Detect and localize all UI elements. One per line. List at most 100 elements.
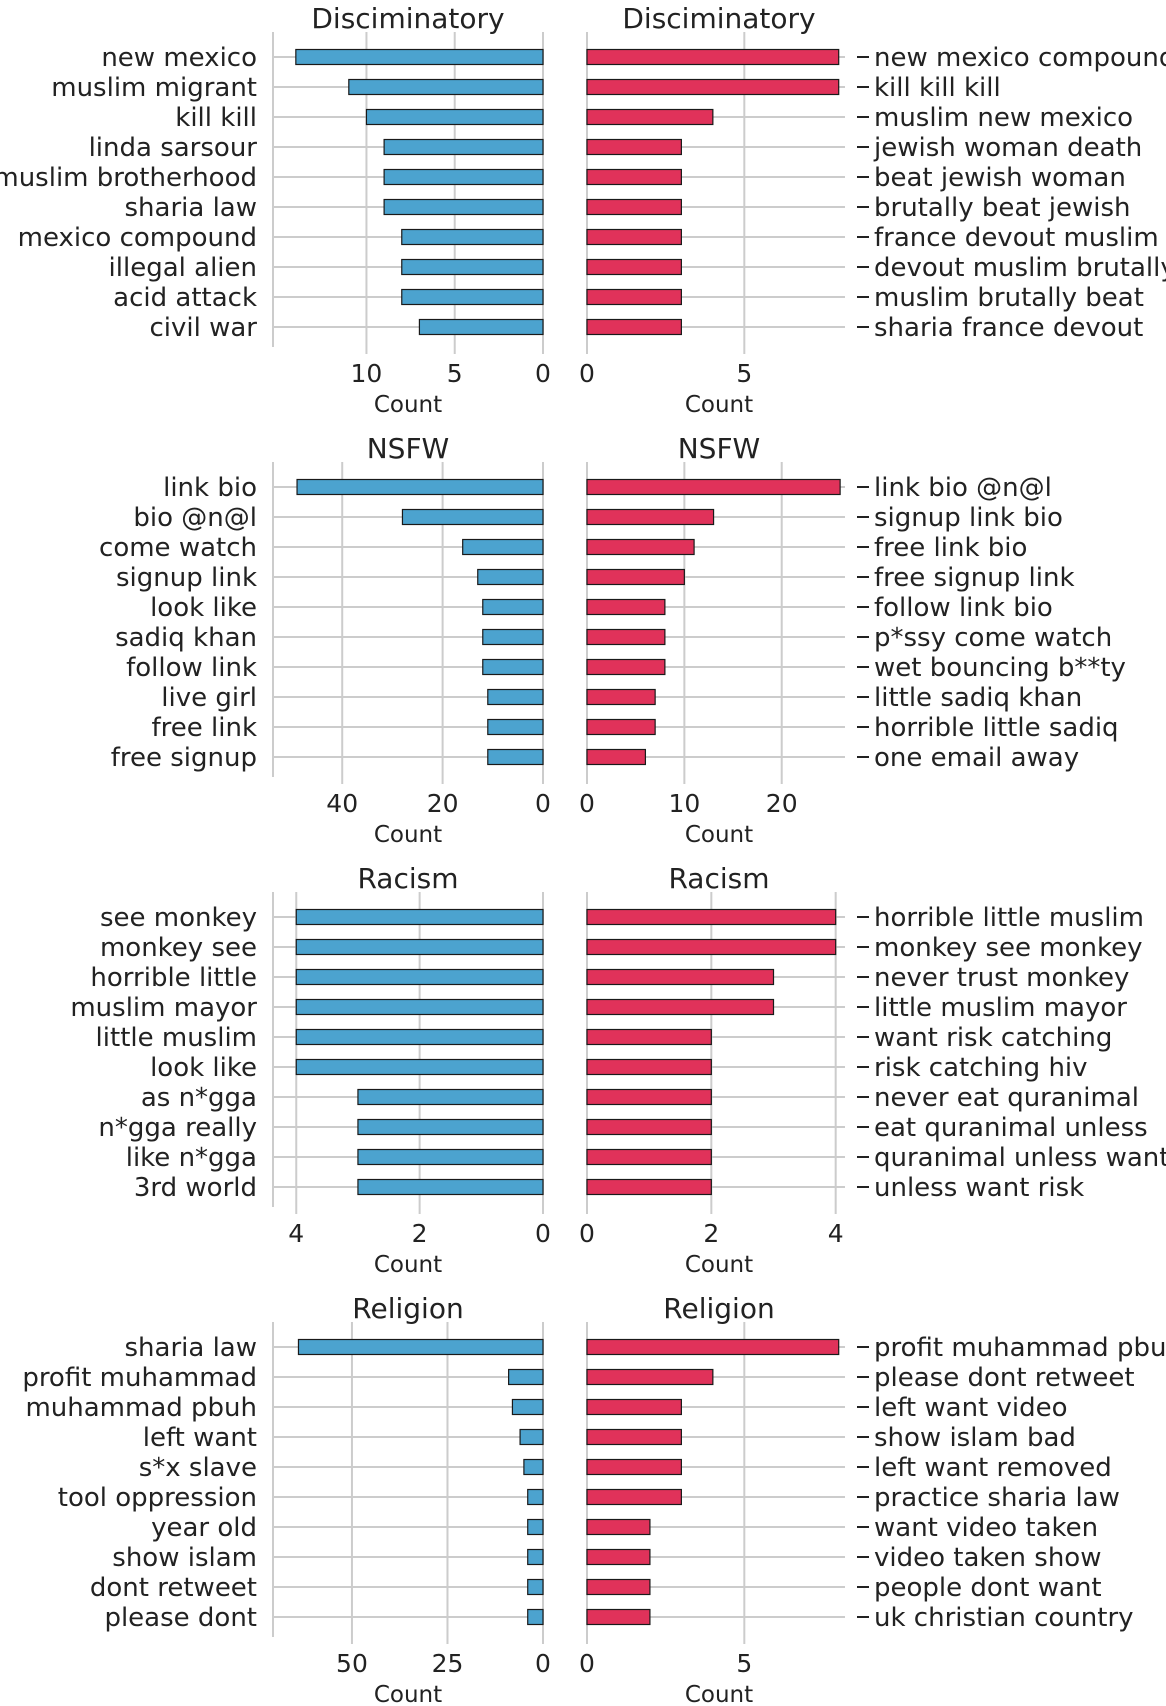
- bar: [586, 1148, 712, 1166]
- y-tick-label: linda sarsour: [89, 133, 258, 163]
- x-axis-label: Count: [685, 1682, 753, 1706]
- bar: [586, 508, 715, 526]
- y-tick-label: kill kill kill: [874, 73, 1001, 103]
- x-tick-label: 0: [535, 1219, 551, 1248]
- bar: [586, 168, 682, 186]
- y-tick-label: muslim brutally beat: [874, 283, 1144, 313]
- bar: [586, 478, 841, 496]
- y-tick-label: uk christian country: [874, 1603, 1134, 1633]
- bar: [586, 1578, 651, 1596]
- y-tick-label: sharia france devout: [874, 313, 1143, 343]
- y-tick-label: horrible little muslim: [874, 903, 1144, 933]
- bar: [383, 198, 544, 216]
- y-tick-label: acid attack: [113, 283, 257, 313]
- y-tick-label: left want removed: [874, 1453, 1112, 1483]
- y-tick-label: 3rd world: [134, 1173, 257, 1203]
- y-tick-label: muslim brotherhood: [0, 163, 257, 193]
- y-tick-label: little muslim: [96, 1023, 257, 1053]
- bar: [487, 688, 544, 706]
- bar: [586, 1058, 712, 1076]
- x-axis-label: Count: [685, 392, 753, 418]
- y-tick-label: unless want risk: [874, 1173, 1084, 1203]
- bar: [295, 938, 544, 956]
- bar: [527, 1518, 544, 1536]
- y-tick-label: mexico compound: [18, 223, 257, 253]
- bar: [297, 1338, 544, 1356]
- bar: [401, 228, 544, 246]
- bar: [523, 1458, 544, 1476]
- bar: [586, 318, 682, 336]
- x-tick-label: 4: [288, 1219, 304, 1248]
- y-tick-label: muhammad pbuh: [25, 1393, 257, 1423]
- bar: [586, 688, 656, 706]
- y-tick-label: eat quranimal unless: [874, 1113, 1148, 1143]
- y-tick-label: practice sharia law: [874, 1483, 1120, 1513]
- bar: [586, 598, 666, 616]
- bar: [487, 748, 544, 766]
- y-tick-label: horrible little: [90, 963, 257, 993]
- y-tick-label: n*gga really: [98, 1113, 257, 1143]
- y-tick-label: as n*gga: [141, 1083, 257, 1113]
- y-tick-label: s*x slave: [139, 1453, 257, 1483]
- y-tick-label: muslim migrant: [51, 73, 257, 103]
- bar: [586, 1488, 682, 1506]
- bar: [586, 228, 682, 246]
- bar: [586, 138, 682, 156]
- y-tick-label: tool oppression: [58, 1483, 257, 1513]
- x-tick-label: 50: [336, 1649, 368, 1678]
- bar: [295, 908, 544, 926]
- bar: [586, 1548, 651, 1566]
- y-tick-label: beat jewish woman: [874, 163, 1126, 193]
- y-tick-label: never trust monkey: [874, 963, 1129, 993]
- x-tick-label: 10: [668, 789, 700, 818]
- y-tick-label: civil war: [149, 313, 257, 343]
- bar: [586, 198, 682, 216]
- x-tick-label: 40: [326, 789, 358, 818]
- bar: [586, 1338, 840, 1356]
- y-tick-label: please dont: [104, 1603, 257, 1633]
- x-tick-label: 20: [427, 789, 459, 818]
- y-tick-label: devout muslim brutally: [874, 253, 1166, 283]
- x-axis-label: Count: [374, 1252, 442, 1278]
- bar: [586, 1398, 682, 1416]
- y-tick-label: video taken show: [874, 1543, 1101, 1573]
- y-tick-label: look like: [150, 593, 257, 623]
- chart-title: Religion: [663, 1292, 774, 1325]
- bar: [357, 1088, 544, 1106]
- bar: [295, 48, 544, 66]
- bar: [357, 1118, 544, 1136]
- bar: [527, 1578, 544, 1596]
- y-tick-label: follow link bio: [874, 593, 1053, 623]
- y-tick-label: see monkey: [100, 903, 257, 933]
- bar: [586, 258, 682, 276]
- x-tick-label: 5: [447, 359, 463, 388]
- x-tick-label: 0: [535, 359, 551, 388]
- y-tick-label: little muslim mayor: [874, 993, 1127, 1023]
- y-tick-label: sharia law: [125, 1333, 258, 1363]
- bar: [586, 1518, 651, 1536]
- y-tick-label: left want: [143, 1423, 257, 1453]
- bar: [348, 78, 544, 96]
- bar: [527, 1608, 544, 1626]
- chart-title: Racism: [668, 862, 769, 895]
- bar: [357, 1148, 544, 1166]
- y-tick-label: live girl: [161, 683, 257, 713]
- y-tick-label: jewish woman death: [873, 133, 1142, 163]
- bar: [527, 1488, 544, 1506]
- y-tick-label: muslim mayor: [70, 993, 257, 1023]
- bar: [586, 1608, 651, 1626]
- bar: [401, 258, 544, 276]
- chart-title: NSFW: [367, 432, 450, 465]
- x-tick-label: 0: [535, 1649, 551, 1678]
- y-tick-label: france devout muslim: [874, 223, 1159, 253]
- y-tick-label: quranimal unless want: [874, 1143, 1166, 1173]
- y-tick-label: show islam: [112, 1543, 257, 1573]
- bar: [586, 1458, 682, 1476]
- y-tick-label: signup link: [116, 563, 257, 593]
